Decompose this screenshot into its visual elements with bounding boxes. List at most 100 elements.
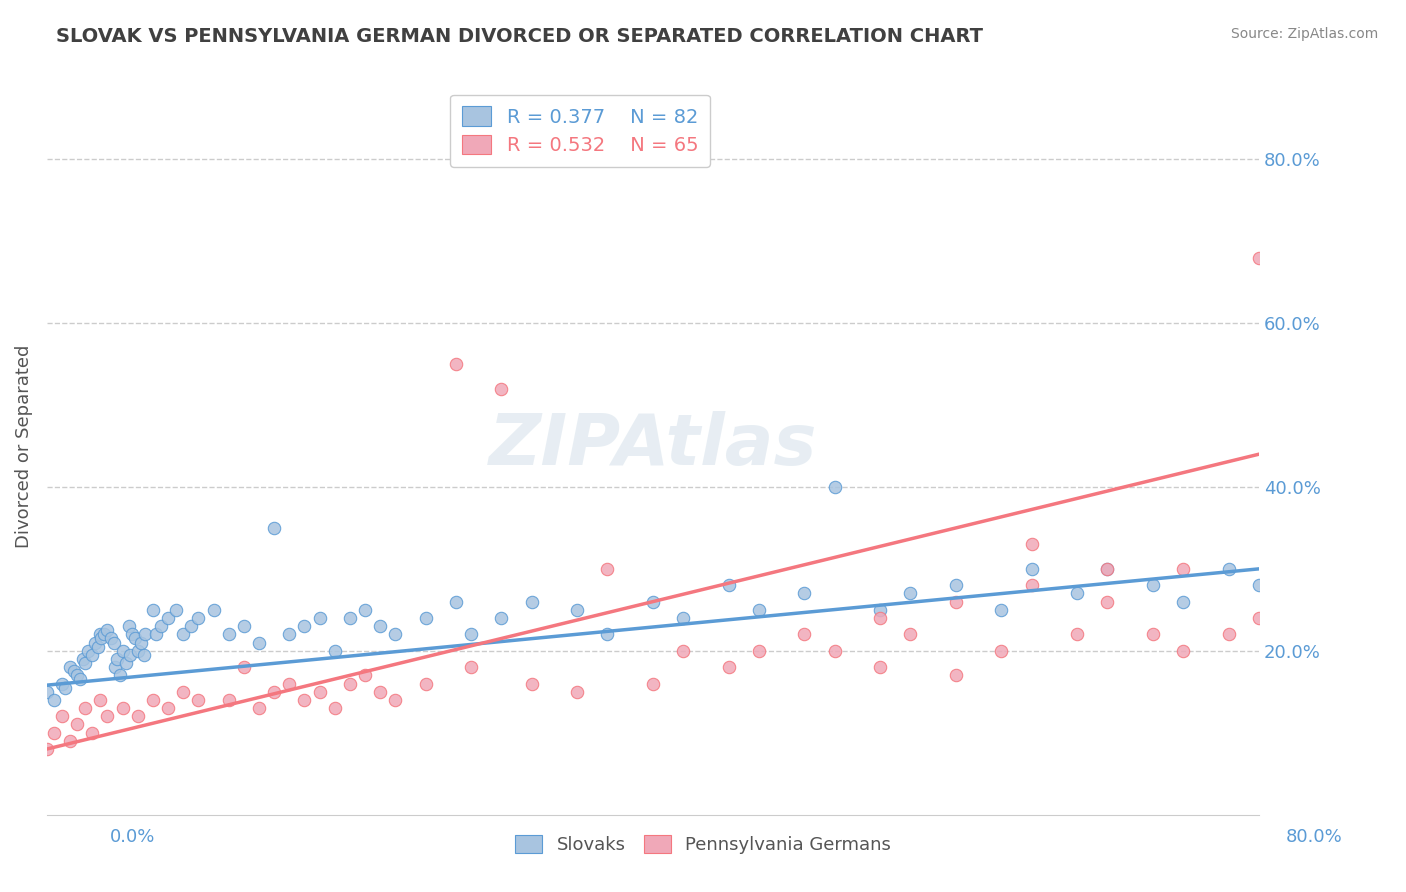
Point — [59, 660, 82, 674]
Point — [294, 619, 316, 633]
Point — [118, 619, 141, 633]
Point — [1066, 627, 1088, 641]
Point — [1399, 627, 1406, 641]
Point — [84, 635, 107, 649]
Point — [793, 627, 815, 641]
Legend: Slovaks, Pennsylvania Germans: Slovaks, Pennsylvania Germans — [505, 824, 901, 865]
Point — [384, 627, 406, 641]
Point — [368, 619, 391, 633]
Point — [444, 594, 467, 608]
Point — [157, 611, 180, 625]
Point — [1247, 611, 1270, 625]
Point — [1142, 627, 1164, 641]
Point — [172, 684, 194, 698]
Point — [180, 619, 202, 633]
Text: Source: ZipAtlas.com: Source: ZipAtlas.com — [1230, 27, 1378, 41]
Point — [89, 627, 111, 641]
Point — [111, 644, 134, 658]
Point — [44, 693, 66, 707]
Point — [491, 382, 513, 396]
Point — [491, 611, 513, 625]
Point — [1278, 562, 1301, 576]
Point — [96, 709, 118, 723]
Point — [87, 640, 110, 654]
Point — [824, 644, 846, 658]
Point — [945, 594, 967, 608]
Point — [105, 652, 128, 666]
Point — [89, 693, 111, 707]
Point — [63, 665, 86, 679]
Point — [869, 611, 891, 625]
Point — [567, 684, 589, 698]
Y-axis label: Divorced or Separated: Divorced or Separated — [15, 344, 32, 548]
Point — [69, 673, 91, 687]
Point — [1142, 578, 1164, 592]
Point — [323, 644, 346, 658]
Point — [308, 684, 330, 698]
Point — [990, 603, 1012, 617]
Point — [1247, 578, 1270, 592]
Point — [1173, 594, 1195, 608]
Point — [73, 656, 96, 670]
Point — [641, 676, 664, 690]
Point — [149, 619, 172, 633]
Point — [1097, 562, 1119, 576]
Point — [900, 586, 922, 600]
Point — [187, 693, 209, 707]
Point — [108, 668, 131, 682]
Point — [1399, 513, 1406, 527]
Point — [793, 586, 815, 600]
Point — [717, 578, 740, 592]
Point — [218, 693, 240, 707]
Point — [1399, 545, 1406, 559]
Point — [444, 357, 467, 371]
Point — [415, 611, 437, 625]
Point — [73, 701, 96, 715]
Point — [415, 676, 437, 690]
Text: 0.0%: 0.0% — [110, 828, 155, 846]
Point — [339, 676, 361, 690]
Point — [127, 709, 149, 723]
Point — [51, 709, 73, 723]
Point — [596, 562, 619, 576]
Point — [900, 627, 922, 641]
Point — [127, 644, 149, 658]
Point — [567, 603, 589, 617]
Point — [263, 521, 285, 535]
Point — [520, 676, 543, 690]
Point — [96, 624, 118, 638]
Point — [218, 627, 240, 641]
Point — [596, 627, 619, 641]
Text: SLOVAK VS PENNSYLVANIA GERMAN DIVORCED OR SEPARATED CORRELATION CHART: SLOVAK VS PENNSYLVANIA GERMAN DIVORCED O… — [56, 27, 983, 45]
Point — [72, 652, 94, 666]
Point — [717, 660, 740, 674]
Point — [59, 734, 82, 748]
Point — [132, 648, 155, 662]
Point — [869, 603, 891, 617]
Point — [368, 684, 391, 698]
Point — [308, 611, 330, 625]
Point — [187, 611, 209, 625]
Point — [1066, 586, 1088, 600]
Point — [1097, 594, 1119, 608]
Point — [339, 611, 361, 625]
Point — [104, 660, 127, 674]
Point — [82, 648, 104, 662]
Point — [1323, 529, 1346, 543]
Point — [1218, 627, 1240, 641]
Point — [93, 627, 115, 641]
Point — [165, 603, 187, 617]
Point — [1173, 562, 1195, 576]
Point — [1323, 545, 1346, 559]
Point — [247, 635, 270, 649]
Point — [145, 627, 167, 641]
Point — [1218, 562, 1240, 576]
Point — [35, 684, 58, 698]
Point — [748, 644, 770, 658]
Point — [1097, 562, 1119, 576]
Text: 80.0%: 80.0% — [1286, 828, 1343, 846]
Point — [672, 644, 695, 658]
Point — [66, 717, 89, 731]
Point — [641, 594, 664, 608]
Point — [945, 578, 967, 592]
